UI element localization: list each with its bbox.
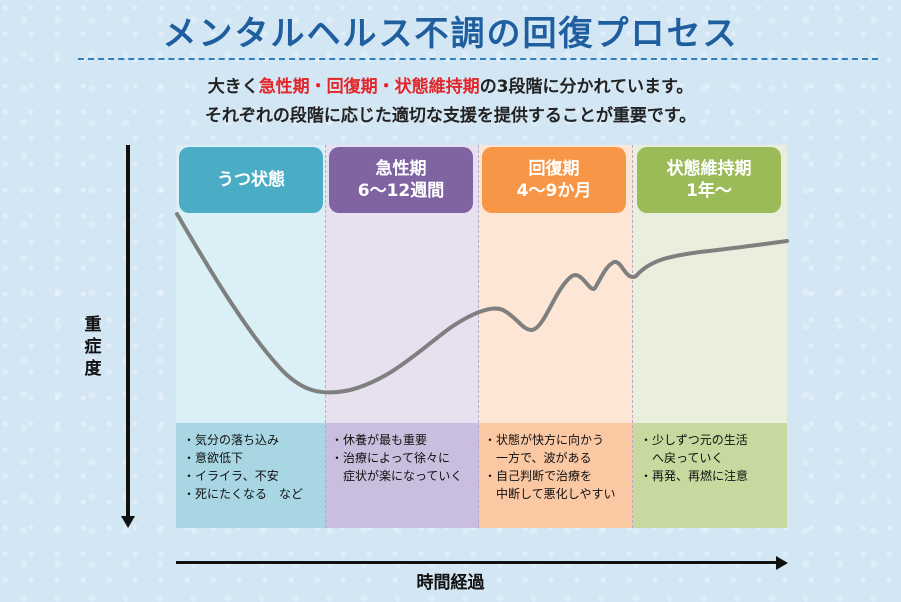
notes-band-recovery <box>479 423 633 528</box>
intro-prefix: 大きく <box>207 77 259 97</box>
intro-line-2: それぞれの段階に応じた適切な支援を提供することが重要です。 <box>204 106 697 126</box>
note-item: ・休養が最も重要 <box>331 433 428 447</box>
intro-line-1: 大きく急性期・回復期・状態維持期の3段階に分かれています。 <box>0 72 901 97</box>
note-item: ・再発、再燃に注意 <box>640 469 749 483</box>
note-item-continuation: へ戻っていく <box>652 451 724 465</box>
severity-axis <box>126 145 130 517</box>
notes-recovery: ・状態が快方に向かう 一方で、波がある ・自己判断で治療を 中断して悪化しやすい <box>484 431 616 503</box>
stage-period: 1年～ <box>686 181 732 201</box>
notes-depression: ・気分の落ち込み ・意欲低下 ・イライラ、不安 ・死にたくなる など <box>183 431 303 503</box>
phase-divider <box>478 145 479 528</box>
note-item: ・少しずつ元の生活 <box>640 433 748 447</box>
stage-depression: うつ状態 <box>179 147 323 213</box>
stage-name: 急性期 <box>375 159 427 179</box>
stage-name: 状態維持期 <box>666 159 752 179</box>
note-item: ・気分の落ち込み <box>183 433 280 447</box>
stage-acute: 急性期 6～12週間 <box>329 147 473 213</box>
time-axis <box>176 561 778 564</box>
stage-maintenance: 状態維持期 1年～ <box>637 147 781 213</box>
notes-acute: ・休養が最も重要 ・治療によって徐々に 症状が楽になっていく <box>331 431 462 485</box>
stage-name: 回復期 <box>528 159 580 179</box>
severity-axis-arrowhead <box>121 516 135 528</box>
note-item: ・自己判断で治療を <box>484 469 593 483</box>
stage-period: 6～12週間 <box>357 181 445 201</box>
note-item-continuation: 一方で、波がある <box>496 451 592 465</box>
page-title: メンタルヘルス不調の回復プロセス <box>162 14 739 54</box>
note-item: ・死にたくなる など <box>183 487 304 501</box>
phase-divider <box>632 145 633 528</box>
title-underline <box>78 58 878 60</box>
intro-highlight: 急性期・回復期・状態維持期 <box>258 77 480 97</box>
note-item-continuation: 中断して悪化しやすい <box>496 487 616 501</box>
note-item: ・イライラ、不安 <box>183 469 279 483</box>
notes-band-depression <box>176 423 326 528</box>
notes-maintenance: ・少しずつ元の生活 へ戻っていく ・再発、再燃に注意 <box>640 431 748 485</box>
phase-divider <box>325 145 326 528</box>
stage-name: うつ状態 <box>217 170 285 190</box>
note-item: ・治療によって徐々に <box>331 451 451 465</box>
stage-recovery: 回復期 4～9か月 <box>482 147 626 213</box>
time-axis-label: 時間経過 <box>416 573 485 593</box>
stage-period: 4～9か月 <box>516 181 592 201</box>
note-item: ・意欲低下 <box>183 451 244 465</box>
note-item: ・状態が快方に向かう <box>484 433 605 447</box>
note-item-continuation: 症状が楽になっていく <box>343 469 463 483</box>
severity-curve-line <box>175 212 789 395</box>
notes-band-acute <box>326 423 479 528</box>
notes-band-maintenance <box>633 423 787 528</box>
time-axis-arrowhead <box>776 556 788 570</box>
intro-suffix: の3段階に分かれています。 <box>479 77 694 97</box>
severity-axis-label: 重症度 <box>84 315 102 379</box>
